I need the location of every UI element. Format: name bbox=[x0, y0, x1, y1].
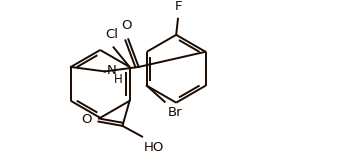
Text: H: H bbox=[114, 73, 122, 86]
Text: O: O bbox=[121, 19, 131, 32]
Text: Cl: Cl bbox=[105, 28, 118, 41]
Text: Br: Br bbox=[167, 106, 182, 119]
Text: O: O bbox=[82, 113, 92, 126]
Text: N: N bbox=[106, 64, 116, 77]
Text: F: F bbox=[175, 0, 183, 12]
Text: HO: HO bbox=[144, 141, 164, 154]
